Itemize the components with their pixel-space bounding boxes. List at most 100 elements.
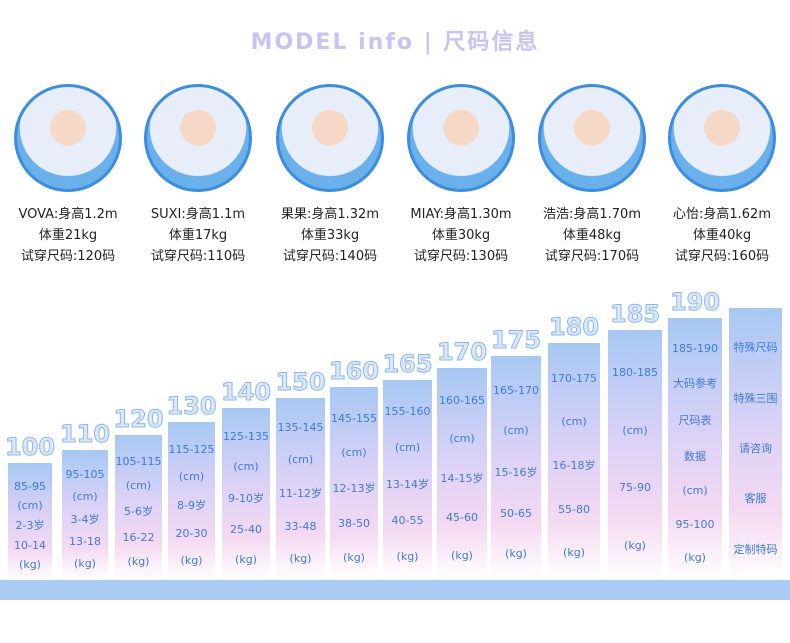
size-detail: (cm)	[622, 423, 648, 437]
avatar	[14, 84, 122, 192]
size-detail: (cm)	[682, 484, 708, 498]
size-detail: (kg)	[563, 546, 585, 560]
size-detail: 请咨询	[739, 441, 772, 455]
model-name-line: 浩浩:身高1.70m	[543, 207, 641, 222]
size-detail: 45-60	[446, 510, 478, 524]
size-detail: 10-14	[14, 539, 46, 553]
size-column: 155-160 (cm) 13-14岁 40-55 (kg)	[383, 380, 432, 580]
size-detail: (cm)	[287, 453, 314, 467]
model-name-line: 果果:身高1.32m	[281, 207, 379, 222]
separator: |	[423, 30, 434, 55]
size-detail: 135-145	[277, 421, 324, 435]
model-weight: 体重33kg	[300, 228, 360, 243]
size-detail: 客服	[744, 492, 767, 506]
size-detail: 16-22	[122, 530, 155, 544]
size-label: 130	[166, 392, 217, 421]
size-detail: 特殊尺码	[733, 341, 778, 355]
model-name-line: 心怡:身高1.62m	[673, 207, 771, 222]
size-detail: 定制特码	[733, 542, 778, 556]
model-weight: 体重21kg	[38, 228, 98, 243]
size-detail: 125-135	[223, 430, 269, 444]
size-detail: 105-115	[115, 454, 162, 468]
model-size: 试穿尺码:130码	[413, 249, 509, 264]
size-detail: 尺码表	[678, 413, 712, 427]
avatar	[538, 84, 646, 192]
size-column: 165-170 (cm) 15-16岁 50-65 (kg)	[491, 356, 541, 580]
model-size: 试穿尺码:110码	[150, 249, 246, 264]
size-detail: 2-3岁	[15, 519, 45, 533]
size-detail: 3-4岁	[70, 512, 100, 526]
size-label: 150	[275, 368, 326, 397]
size-column: 145-155 (cm) 12-13岁 38-50 (kg)	[330, 387, 378, 580]
title-cn: 尺码信息	[443, 30, 540, 55]
size-detail: (kg)	[451, 548, 473, 562]
avatar	[144, 84, 252, 192]
size-column: 特殊尺码特殊三围请咨询客服定制特码	[729, 308, 782, 580]
size-detail: (kg)	[505, 547, 527, 561]
size-detail: (cm)	[503, 423, 529, 437]
size-label: 140	[220, 378, 272, 407]
title-en: MODEL info	[250, 30, 415, 55]
size-column: 85-95 (cm) 2-3岁 10-14 (kg)	[8, 463, 52, 580]
size-detail: 大码参考	[673, 377, 717, 391]
size-label: 100	[4, 433, 56, 462]
size-label: 120	[113, 405, 164, 434]
size-column: 170-175 (cm) 16-18岁 55-80 (kg)	[548, 343, 600, 580]
size-column: 180-185 (cm) 75-90 (kg)	[608, 330, 662, 580]
size-label: 175	[490, 326, 542, 355]
size-detail: 95-100	[675, 517, 715, 531]
size-detail: 数据	[684, 449, 706, 463]
size-detail: 75-90	[619, 481, 651, 495]
size-detail: (cm)	[561, 414, 587, 428]
size-detail: (kg)	[289, 551, 312, 565]
size-column: 115-125 (cm) 8-9岁 20-30 (kg)	[168, 422, 215, 580]
size-label: 180	[548, 313, 600, 342]
size-detail: 13-14岁	[386, 477, 429, 491]
size-detail: 155-160	[384, 405, 431, 419]
size-detail: 25-40	[230, 522, 262, 536]
size-detail: 16-18岁	[552, 459, 596, 473]
model-card: SUXI:身高1.1m 体重17kg 试穿尺码:110码	[132, 84, 264, 267]
size-detail: 特殊三围	[733, 391, 778, 405]
size-detail: (cm)	[341, 445, 367, 459]
size-detail: 95-105	[65, 468, 105, 482]
avatar	[668, 84, 776, 192]
model-name-line: SUXI:身高1.1m	[150, 207, 246, 222]
size-column: 95-105 (cm) 3-4岁 13-18 (kg)	[62, 450, 108, 580]
model-weight: 体重30kg	[431, 228, 491, 243]
avatar	[276, 84, 384, 192]
model-size: 试穿尺码:120码	[20, 249, 116, 264]
size-label: 170	[436, 338, 488, 367]
size-detail: 20-30	[175, 527, 208, 540]
size-detail: 165-170	[493, 383, 539, 397]
size-detail: (kg)	[624, 538, 646, 552]
base-band	[0, 580, 790, 600]
model-weight: 体重40kg	[692, 228, 752, 243]
model-size: 试穿尺码:160码	[674, 249, 770, 264]
model-size: 试穿尺码:140码	[282, 249, 378, 264]
title: MODEL info | 尺码信息	[0, 24, 790, 56]
size-label: 185	[609, 300, 661, 329]
size-label: 190	[669, 288, 721, 317]
size-detail: (kg)	[343, 550, 365, 564]
size-label: 160	[328, 357, 380, 386]
size-label: 165	[382, 350, 433, 379]
size-detail: 14-15岁	[440, 471, 484, 485]
model-weight: 体重48kg	[562, 228, 622, 243]
avatar	[407, 84, 515, 192]
size-column: 105-115 (cm) 5-6岁 16-22 (kg)	[115, 435, 162, 580]
size-detail: (kg)	[19, 558, 41, 572]
model-card: MIAY:身高1.30m 体重30kg 试穿尺码:130码	[395, 84, 527, 267]
size-detail: 13-18	[69, 535, 101, 549]
model-weight: 体重17kg	[168, 228, 228, 243]
size-detail: (cm)	[233, 460, 259, 474]
size-label: 110	[59, 420, 111, 449]
size-detail: 38-50	[338, 516, 370, 530]
size-detail: (kg)	[127, 555, 150, 569]
model-name-line: VOVA:身高1.2m	[18, 207, 118, 222]
size-detail: 8-9岁	[177, 499, 206, 512]
size-detail: 55-80	[558, 503, 590, 517]
size-detail: 185-190	[672, 342, 718, 356]
size-detail: (kg)	[684, 550, 706, 564]
